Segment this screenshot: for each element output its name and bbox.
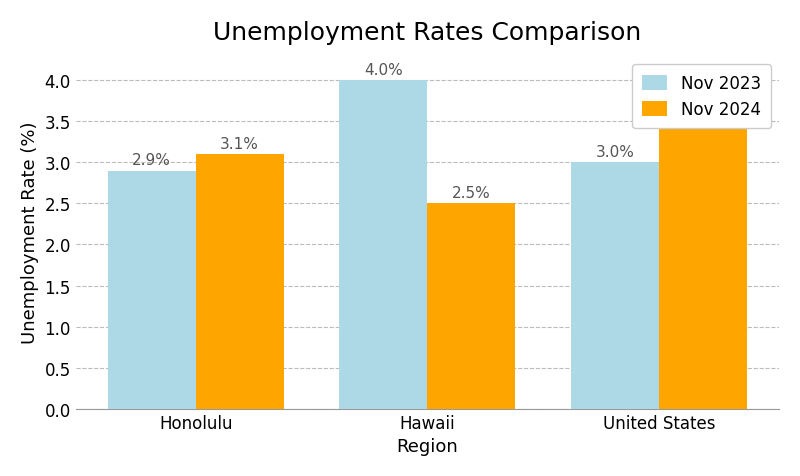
Legend: Nov 2023, Nov 2024: Nov 2023, Nov 2024 <box>632 65 771 129</box>
X-axis label: Region: Region <box>397 437 458 455</box>
Bar <box>427 204 515 409</box>
Text: 2.9%: 2.9% <box>132 153 171 168</box>
Bar <box>571 163 659 409</box>
Y-axis label: Unemployment Rate (%): Unemployment Rate (%) <box>21 122 39 344</box>
Text: 2.5%: 2.5% <box>452 186 491 201</box>
Bar <box>659 122 747 409</box>
Text: 3.5%: 3.5% <box>684 104 722 119</box>
Bar <box>196 155 284 409</box>
Bar <box>339 81 427 409</box>
Title: Unemployment Rates Comparison: Unemployment Rates Comparison <box>214 21 642 45</box>
Text: 3.0%: 3.0% <box>596 145 634 159</box>
Bar <box>108 171 196 409</box>
Text: 3.1%: 3.1% <box>220 137 259 151</box>
Text: 4.0%: 4.0% <box>364 63 402 78</box>
